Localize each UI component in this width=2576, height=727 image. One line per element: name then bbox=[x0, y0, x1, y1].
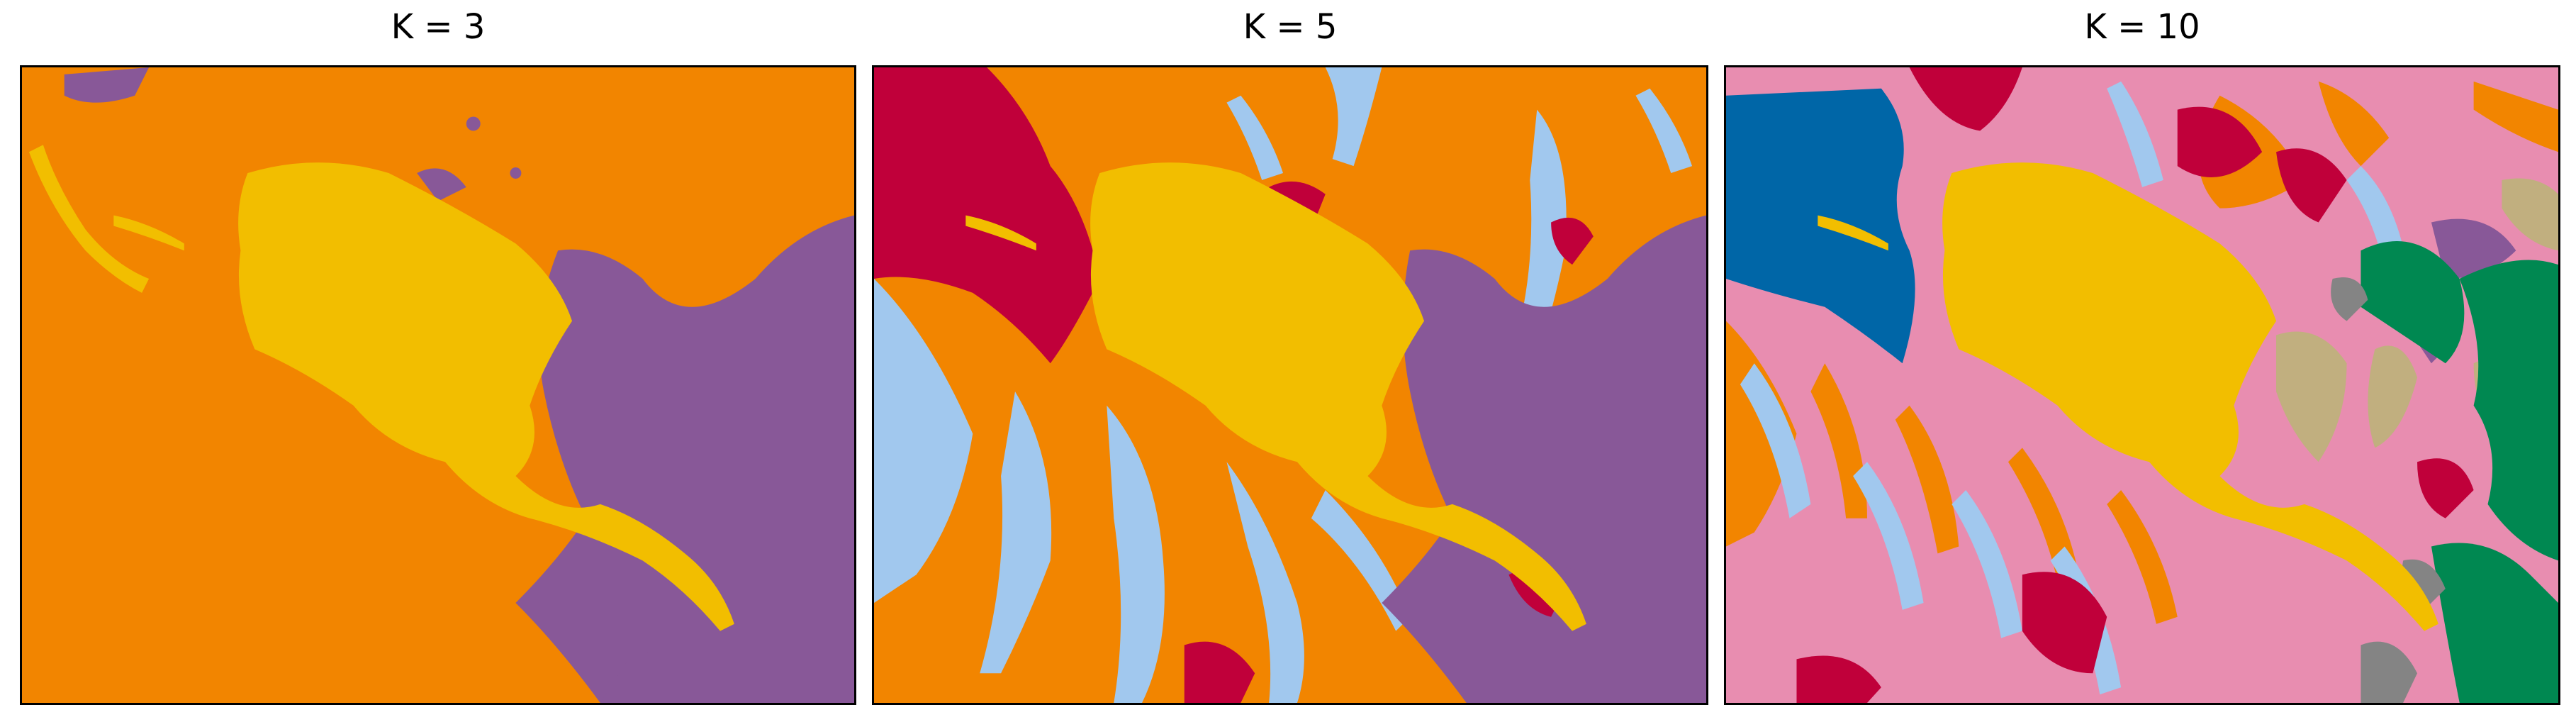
panel-k3: K = 3 bbox=[20, 0, 856, 727]
cluster-map-k5 bbox=[872, 65, 1708, 705]
panel-title: K = 3 bbox=[391, 7, 486, 47]
cluster-map-k3-image bbox=[22, 67, 854, 703]
cluster-map-k10-image bbox=[1726, 67, 2558, 703]
panel-title: K = 5 bbox=[1243, 7, 1338, 47]
cluster-map-k5-image bbox=[874, 67, 1706, 703]
cluster-map-k10 bbox=[1724, 65, 2560, 705]
panel-k5: K = 5 bbox=[872, 0, 1708, 727]
cluster-map-k3 bbox=[20, 65, 856, 705]
panel-title: K = 10 bbox=[2084, 7, 2200, 47]
panel-k10: K = 10 bbox=[1724, 0, 2560, 727]
